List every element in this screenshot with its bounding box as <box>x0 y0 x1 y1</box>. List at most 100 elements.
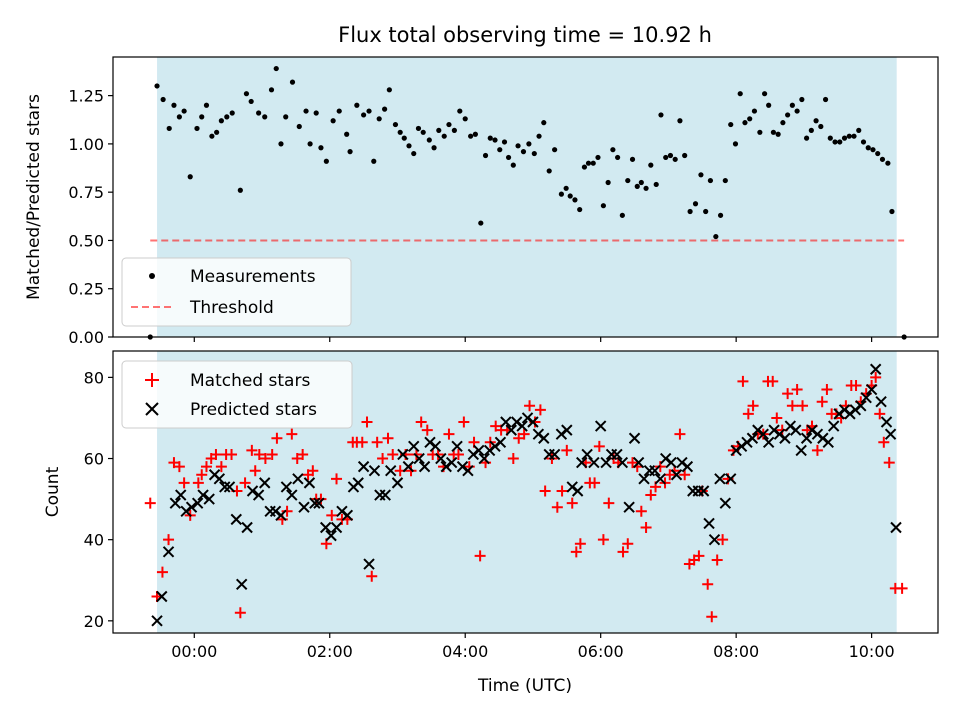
matched-star-point <box>331 473 343 485</box>
measurement-point <box>682 152 688 159</box>
predicted-star-point <box>275 509 287 522</box>
matched-star-point <box>246 444 258 456</box>
matched-star-point <box>210 448 222 460</box>
matched-star-point <box>458 416 470 428</box>
count-y-ticks: 20 40 60 80 <box>84 368 113 631</box>
matched-star-point <box>767 375 779 387</box>
measurement-point <box>296 123 302 130</box>
measurement-point <box>808 127 814 133</box>
measurement-point <box>468 133 474 139</box>
ratio-y-axis-label: Matched/Predicted stars <box>24 94 44 300</box>
measurement-point <box>803 135 810 141</box>
matched-star-point <box>896 582 908 594</box>
matched-star-point <box>551 501 563 513</box>
predicted-star-point <box>241 521 253 534</box>
matched-star-point <box>791 384 803 396</box>
predicted-star-point <box>408 440 420 453</box>
ratio-axes-frame <box>112 56 939 338</box>
predicted-star-point <box>292 473 304 485</box>
predicted-star-point <box>795 444 807 457</box>
predicted-star-point <box>670 469 683 481</box>
matched-star-point <box>178 477 190 489</box>
matched-star-point <box>234 607 246 619</box>
matched-star-point <box>443 428 455 440</box>
predicted-star-point <box>779 432 791 444</box>
measurement-point <box>837 139 843 145</box>
measurement-point <box>546 168 552 174</box>
measurement-point <box>218 118 224 124</box>
measurement-point <box>386 87 392 93</box>
measurements-series <box>147 65 907 340</box>
matched-star-point <box>883 457 895 469</box>
count-legend: Matched stars Predicted stars <box>121 360 353 429</box>
matched-star-point <box>617 546 629 558</box>
matched-star-point <box>645 489 657 501</box>
predicted-star-point <box>500 416 512 428</box>
matched-star-point <box>156 566 168 578</box>
matched-star-point <box>421 424 433 436</box>
matched-star-point <box>706 611 718 623</box>
predicted-star-point <box>516 420 528 432</box>
predicted-star-point <box>638 473 650 485</box>
measurement-point <box>154 83 160 89</box>
predicted-star-point <box>623 501 635 513</box>
matched-star-point <box>307 465 319 477</box>
measurement-point <box>590 160 596 166</box>
matched-star-point <box>821 384 833 396</box>
measurement-point <box>171 102 177 108</box>
measurement-point <box>742 120 748 126</box>
predicted-star-point <box>594 420 607 432</box>
measurement-point <box>482 152 489 159</box>
predicted-star-point <box>757 428 769 440</box>
matched-star-point <box>711 554 723 566</box>
count-legend-box <box>121 360 353 429</box>
predicted-star-point <box>451 440 463 453</box>
measurement-point <box>462 116 468 122</box>
predicted-star-point <box>822 436 834 449</box>
x-tick-label: 04:00 <box>442 642 488 661</box>
measurement-point <box>672 156 678 162</box>
predicted-star-point <box>429 440 442 453</box>
matched-star-point <box>622 538 634 550</box>
measurement-point <box>658 112 664 118</box>
matched-star-point <box>539 485 551 497</box>
matched-star-point <box>816 396 828 408</box>
count-x-ticks: 00:00 02:00 04:00 06:00 08:00 10:00 <box>171 633 895 661</box>
measurement-point <box>737 91 743 97</box>
measurement-point <box>870 147 876 153</box>
predicted-star-point <box>330 521 343 534</box>
matched-star-point <box>286 428 298 440</box>
predicted-star-point <box>286 489 298 501</box>
matched-star-point <box>326 509 338 521</box>
predicted-star-point <box>611 448 623 461</box>
threshold-legend-label: Threshold <box>189 298 274 318</box>
predicted-star-point <box>478 452 490 465</box>
predicted-star-point <box>588 456 600 469</box>
predicted-star-point <box>298 501 310 513</box>
matched-star-point <box>679 469 691 481</box>
measurement-point <box>176 114 182 120</box>
matched-star-point <box>271 432 283 444</box>
predicted-star-point <box>219 481 231 493</box>
measurement-point <box>336 108 342 114</box>
predicted-star-point <box>223 481 236 493</box>
matched-star-point <box>387 448 399 460</box>
predicted-star-point <box>303 477 316 489</box>
predicted-star-point <box>762 436 775 449</box>
predicted-star-point <box>397 448 409 461</box>
measurement-point <box>851 133 857 139</box>
measurement-point <box>841 135 848 141</box>
predicted-star-point <box>719 497 732 509</box>
measurement-point <box>770 129 777 135</box>
measurement-point <box>214 129 220 135</box>
measurement-point <box>585 160 592 166</box>
matched-star-point <box>534 404 546 416</box>
predicted-star-point <box>313 497 325 509</box>
measurement-point <box>610 147 616 153</box>
measurement-point <box>492 137 498 143</box>
measurement-point <box>766 102 772 108</box>
measurement-point <box>426 137 432 143</box>
predicted-star-point <box>654 473 666 485</box>
measurement-point <box>846 133 852 139</box>
